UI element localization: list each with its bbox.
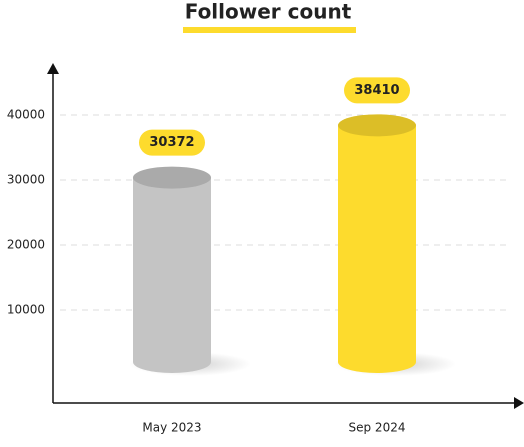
value-label-bg [139,129,205,156]
y-axis-arrow [47,63,59,74]
bar [133,177,211,373]
y-tick-label: 10000 [7,303,45,317]
y-tick-label: 40000 [7,108,45,122]
chart-title: Follower count [185,0,352,24]
bar-top-shade [338,114,416,137]
y-tick-label: 30000 [7,173,45,187]
x-axis-arrow [514,397,524,409]
value-label-bg [344,77,410,104]
value-label: 38410 [354,83,399,98]
x-tick-label: May 2023 [142,421,201,435]
bar-top-shade [133,166,211,189]
bar [338,125,416,374]
bar-top [133,166,211,189]
bar-top [338,114,416,137]
title-underline [183,27,356,33]
value-label: 30372 [149,135,194,150]
y-tick-label: 20000 [7,238,45,252]
x-tick-label: Sep 2024 [349,421,406,435]
